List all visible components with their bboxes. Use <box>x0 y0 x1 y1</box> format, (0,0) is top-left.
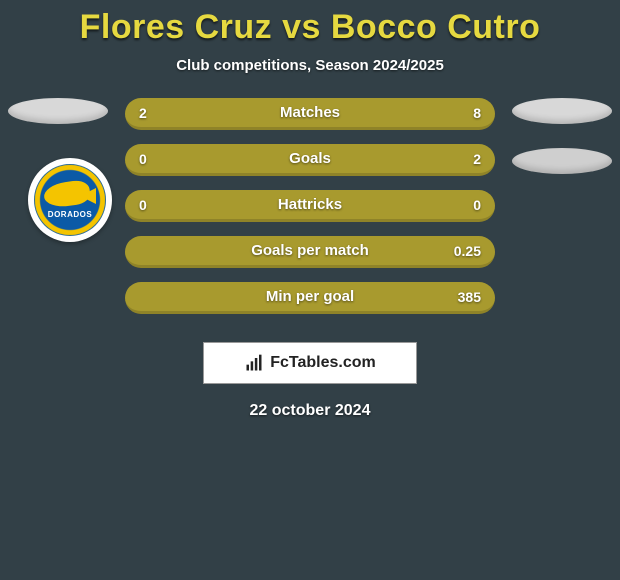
page-title: Flores Cruz vs Bocco Cutro <box>0 0 620 47</box>
player-right-placeholder-2 <box>512 148 612 174</box>
brand-box: FcTables.com <box>203 342 417 384</box>
club-badge-inner: DORADOS <box>34 164 106 236</box>
stat-right-value: 0.25 <box>454 243 481 259</box>
stat-label: Goals per match <box>251 242 369 259</box>
bar-chart-icon <box>244 353 264 373</box>
stat-label: Min per goal <box>266 288 354 305</box>
stat-right-value: 0 <box>473 197 481 213</box>
club-badge-left: DORADOS <box>28 158 112 242</box>
stat-rows: 2 Matches 8 0 Goals 2 0 Hattricks 0 Goal… <box>125 98 495 314</box>
stat-row-min-per-goal: Min per goal 385 <box>125 282 495 314</box>
subtitle: Club competitions, Season 2024/2025 <box>0 57 620 74</box>
stat-left-value: 2 <box>139 105 147 121</box>
date-text: 22 october 2024 <box>0 402 620 420</box>
stat-row-matches: 2 Matches 8 <box>125 98 495 130</box>
stat-row-hattricks: 0 Hattricks 0 <box>125 190 495 222</box>
stat-row-goals-per-match: Goals per match 0.25 <box>125 236 495 268</box>
stat-row-goals: 0 Goals 2 <box>125 144 495 176</box>
brand-text: FcTables.com <box>270 354 376 372</box>
stat-label: Matches <box>280 104 340 121</box>
player-right-placeholder-1 <box>512 98 612 124</box>
comparison-area: DORADOS 2 Matches 8 0 Goals 2 0 Hattrick… <box>0 98 620 314</box>
stat-right-value: 8 <box>473 105 481 121</box>
stat-label: Hattricks <box>278 196 342 213</box>
stat-left-value: 0 <box>139 151 147 167</box>
stat-label: Goals <box>289 150 331 167</box>
stat-right-value: 2 <box>473 151 481 167</box>
stat-left-value: 0 <box>139 197 147 213</box>
badge-text: DORADOS <box>34 210 106 219</box>
stat-right-value: 385 <box>458 289 481 305</box>
player-left-placeholder <box>8 98 108 124</box>
